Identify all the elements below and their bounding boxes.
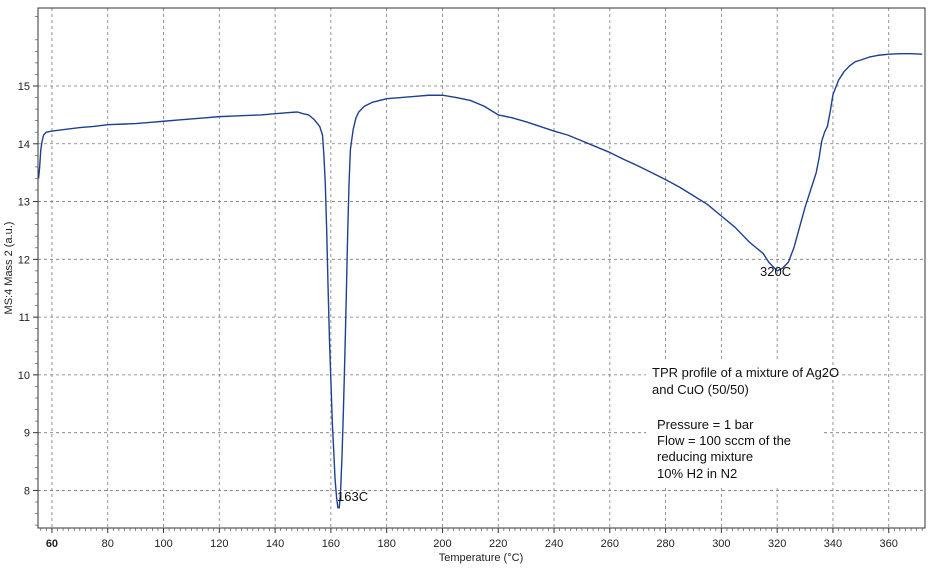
x-tick-label: 100 <box>154 538 172 550</box>
y-tick-label: 15 <box>18 81 30 93</box>
series-line-mass2 <box>37 52 923 509</box>
y-tick-label: 11 <box>19 312 30 324</box>
peak-label-320c: 320C <box>760 264 791 279</box>
y-tick-label: 9 <box>24 428 30 440</box>
annotation-textbox-background <box>646 360 821 486</box>
y-tick-label: 10 <box>18 370 30 382</box>
y-axis-label: MS:4 Mass 2 (a.u.) <box>3 222 15 315</box>
x-tick-label: 160 <box>322 538 340 550</box>
condition-line-3: reducing mixture <box>657 449 753 464</box>
tick-layer: 60 80 100 120 140 160 180 200 220 240 260 280 300 320… <box>18 16 923 550</box>
y-tick-label: 12 <box>18 254 30 266</box>
y-tick-label: 14 <box>18 139 30 151</box>
x-tick-label: 120 <box>210 538 228 550</box>
x-tick-label: 220 <box>489 538 507 550</box>
series-layer <box>37 52 923 509</box>
x-tick-label: 260 <box>601 538 619 550</box>
x-tick-label: 360 <box>880 538 898 550</box>
x-tick-label: 240 <box>545 538 563 550</box>
x-tick-label: 300 <box>712 538 730 550</box>
y-tick-label: 13 <box>18 197 30 209</box>
x-tick-label: 60 <box>46 538 58 550</box>
x-tick-label: 200 <box>433 538 451 550</box>
peak-label-163c: 163C <box>337 489 368 504</box>
x-tick-label: 180 <box>377 538 395 550</box>
x-tick-label: 140 <box>266 538 284 550</box>
condition-line-2: Flow = 100 sccm of the <box>657 433 791 448</box>
y-tick-label: 8 <box>24 485 30 497</box>
condition-line-1: Pressure = 1 bar <box>657 417 754 432</box>
x-tick-label: 280 <box>656 538 674 550</box>
x-tick-label: 340 <box>824 538 842 550</box>
annotation-layer: 163C 320C TPR profile of a mixture of Ag… <box>337 264 839 504</box>
condition-line-4: 10% H2 in N2 <box>657 466 737 481</box>
description-line-2: and CuO (50/50) <box>652 382 749 397</box>
x-axis-label: Temperature (°C) <box>439 552 523 564</box>
x-tick-label: 80 <box>102 538 114 550</box>
x-tick-label: 320 <box>768 538 786 550</box>
description-line-1: TPR profile of a mixture of Ag2O <box>652 365 839 380</box>
